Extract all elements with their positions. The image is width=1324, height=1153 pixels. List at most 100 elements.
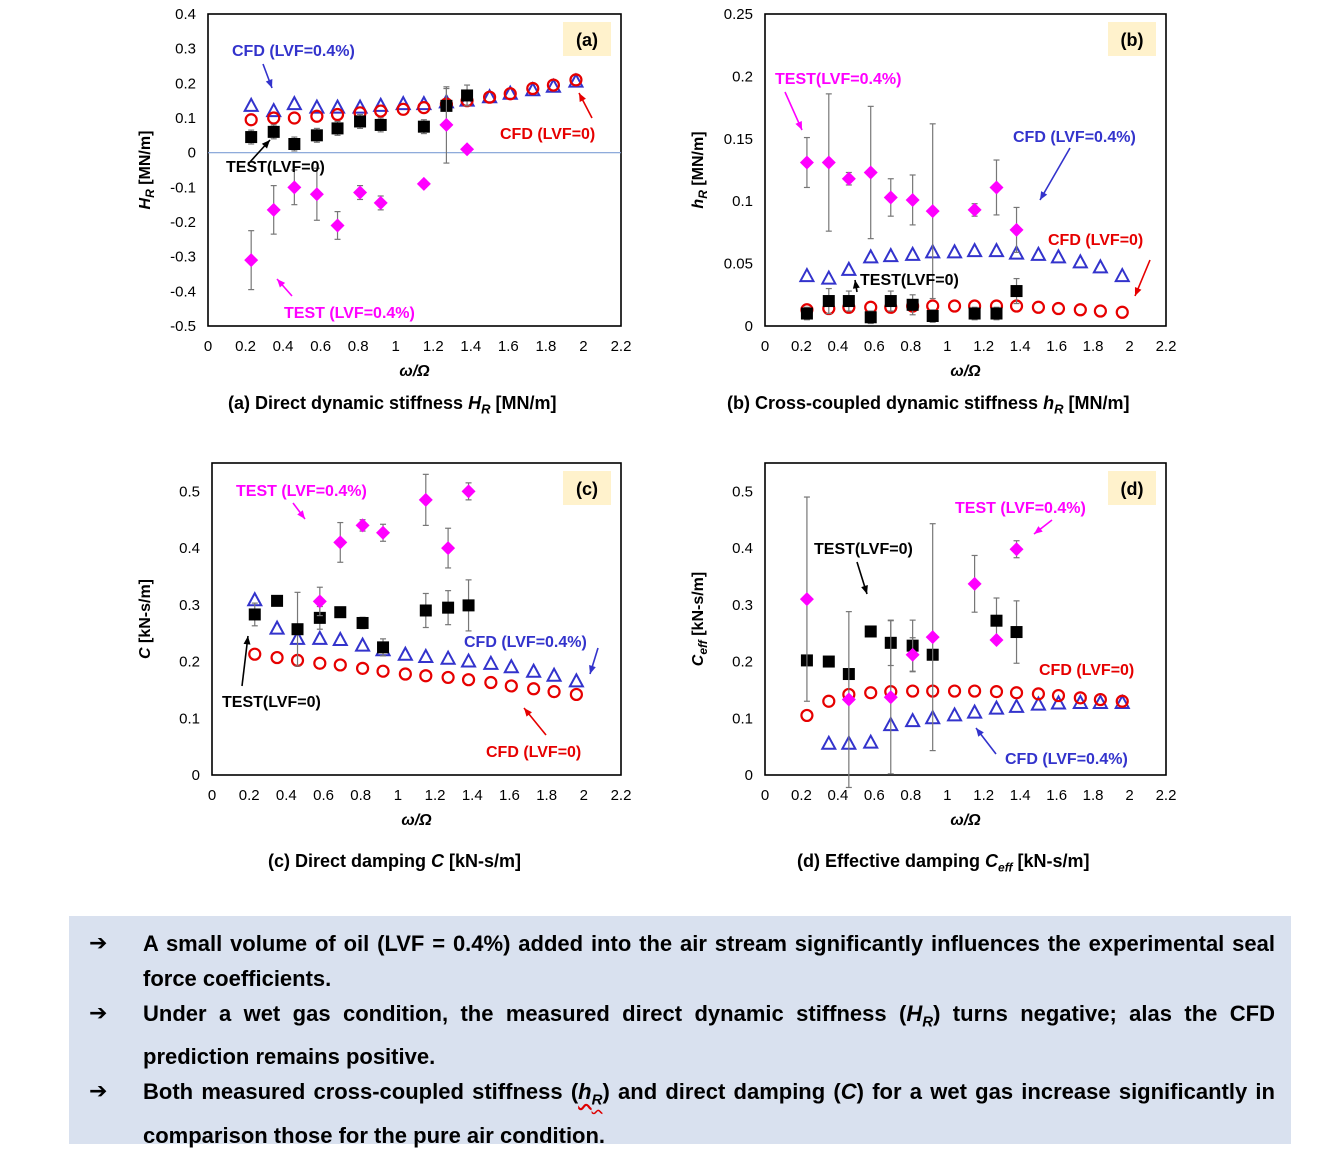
y-tick-label: 0.1 — [732, 193, 753, 210]
data-point — [503, 87, 517, 101]
data-point — [266, 202, 281, 217]
plot-frame — [207, 13, 622, 327]
data-point — [313, 611, 326, 624]
data-point — [268, 619, 286, 635]
data-point — [313, 656, 327, 670]
x-tick-label: 1.2 — [423, 338, 444, 355]
annotation-label: TEST(LVF=0) — [814, 541, 913, 558]
panel-label: (a) — [576, 30, 598, 50]
annotation-label: CFD (LVF=0.4%) — [1013, 129, 1136, 146]
data-point — [374, 118, 387, 131]
data-point — [990, 614, 1003, 627]
data-point — [1115, 694, 1129, 708]
data-point — [569, 687, 583, 702]
data-point — [286, 95, 303, 111]
data-point — [800, 708, 814, 723]
data-point — [547, 685, 561, 699]
data-point — [966, 242, 983, 258]
y-label-unit: [kN-s/m] — [690, 572, 707, 640]
data-point — [1115, 305, 1129, 319]
data-point — [925, 204, 940, 219]
data-point — [461, 484, 476, 499]
x-tick-label: 2.2 — [1156, 787, 1177, 804]
summary-bullet: ➔ Both measured cross-coupled stiffness (… — [89, 1074, 1275, 1152]
bullet-text: H — [906, 1001, 923, 1026]
data-point — [1093, 692, 1107, 707]
x-tick-label: 1.6 — [498, 338, 519, 355]
data-point — [504, 679, 518, 693]
data-point — [989, 180, 1004, 195]
data-point — [1009, 222, 1024, 237]
plot-frame — [764, 462, 1167, 776]
data-point — [312, 594, 327, 609]
data-point — [883, 690, 898, 705]
annotation-label: CFD (LVF=0.4%) — [232, 43, 355, 60]
data-point — [441, 541, 456, 556]
data-point — [248, 647, 262, 661]
x-axis-label: ω/Ω — [950, 363, 981, 380]
series-test-lvf-0- — [800, 597, 1023, 681]
data-point — [799, 592, 814, 607]
bullet-arrow-icon: ➔ — [89, 931, 108, 956]
y-tick-label: 0.25 — [724, 6, 753, 23]
data-point — [1031, 687, 1046, 701]
data-point — [462, 599, 475, 612]
data-point — [1010, 285, 1023, 298]
x-tick-label: 2 — [579, 338, 587, 355]
y-tick-label: -0.3 — [170, 249, 196, 266]
data-point — [265, 101, 282, 118]
chart-panel-a: 0 0.2 0.4 0.6 0.8 1 1.2 1.4 1.6 1.8 2 2.2 0.4 0.3 0.2 0… — [137, 6, 631, 380]
x-tick-label: 1.4 — [462, 787, 483, 804]
data-point — [967, 202, 982, 217]
y-tick-label: 0 — [188, 145, 196, 162]
annotation-arrowhead — [261, 140, 270, 149]
annotation-arrowhead — [524, 708, 532, 717]
caption-a: (a) Direct dynamic stiffness HR [MN/m] — [228, 393, 557, 417]
annotation-arrow — [241, 635, 249, 687]
bullet-text: ) turns negative; alas the CFD predictio… — [143, 1001, 1275, 1070]
data-point — [417, 647, 434, 664]
series-cfd-lvf-0- — [248, 647, 583, 702]
x-tick-label: 2 — [1125, 787, 1133, 804]
data-point — [310, 109, 324, 123]
bullet-text: ) and direct damping ( — [602, 1079, 841, 1105]
x-tick-label: 0.4 — [273, 338, 294, 355]
data-point — [417, 100, 431, 115]
data-point — [800, 307, 813, 320]
y-tick-label: 0.1 — [179, 710, 200, 727]
data-point — [484, 675, 498, 690]
x-tick-label: 1.8 — [1083, 338, 1104, 355]
data-point — [988, 699, 1005, 715]
x-tick-label: 0 — [761, 338, 769, 355]
x-tick-label: 0.2 — [235, 338, 256, 355]
chart-panel-d: 0 0.2 0.4 0.6 0.8 1 1.2 1.4 1.6 1.8 2 2.2 0.5 0.4 0.3 0… — [690, 462, 1177, 829]
y-tick-label: 0.3 — [179, 597, 200, 614]
y-label-subscript: R — [143, 189, 157, 198]
data-point — [1051, 301, 1066, 316]
data-point — [1030, 245, 1047, 261]
y-tick-label: 0 — [192, 767, 200, 784]
data-point — [309, 187, 324, 202]
x-axis-label: ω/Ω — [401, 812, 432, 829]
data-point — [267, 125, 280, 138]
data-point — [990, 307, 1003, 320]
y-tick-label: 0.1 — [175, 110, 196, 127]
annotation-label: CFD (LVF=0.4%) — [1005, 751, 1128, 768]
y-tick-label: -0.2 — [170, 214, 196, 231]
series-cfd-lvf-0-4- — [246, 591, 585, 688]
data-point — [546, 78, 561, 92]
data-point — [1008, 697, 1025, 713]
data-point — [1009, 686, 1024, 700]
data-point — [354, 636, 371, 652]
data-point — [905, 647, 920, 662]
data-point — [1092, 693, 1109, 709]
data-point — [270, 650, 284, 665]
y-tick-label: -0.4 — [170, 283, 196, 300]
y-tick-label: -0.1 — [170, 179, 196, 196]
data-point — [1031, 300, 1046, 314]
data-point — [396, 102, 410, 116]
data-point — [356, 616, 369, 629]
x-tick-label: 0 — [208, 787, 216, 804]
series-test-lvf-0-4- — [244, 86, 475, 291]
data-point — [441, 670, 455, 685]
